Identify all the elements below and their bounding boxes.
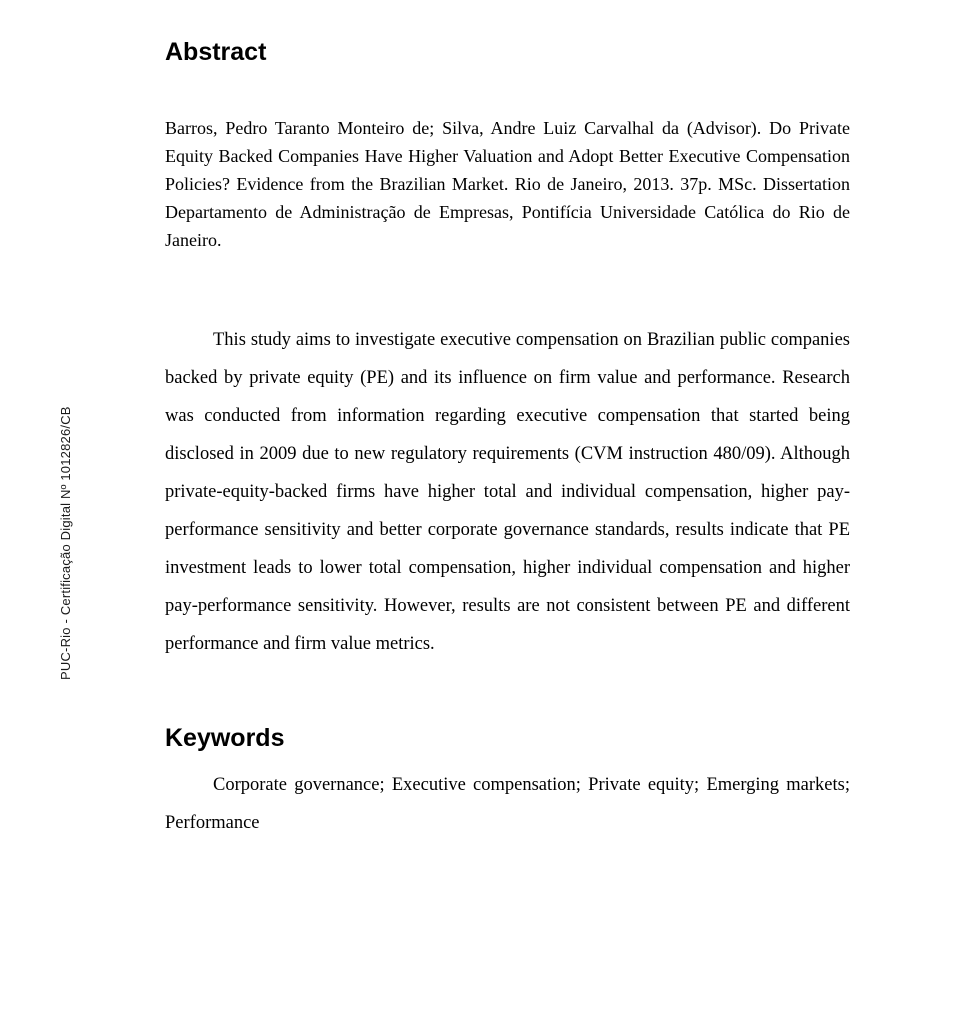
citation-text: Barros, Pedro Taranto Monteiro de; Silva… (165, 115, 850, 254)
keywords-text: Corporate governance; Executive compensa… (165, 767, 850, 843)
certification-sidebar: PUC-Rio - Certificação Digital Nº 101282… (58, 406, 73, 680)
abstract-body: This study aims to investigate executive… (165, 322, 850, 663)
keywords-heading: Keywords (165, 724, 850, 753)
abstract-heading: Abstract (165, 38, 850, 67)
